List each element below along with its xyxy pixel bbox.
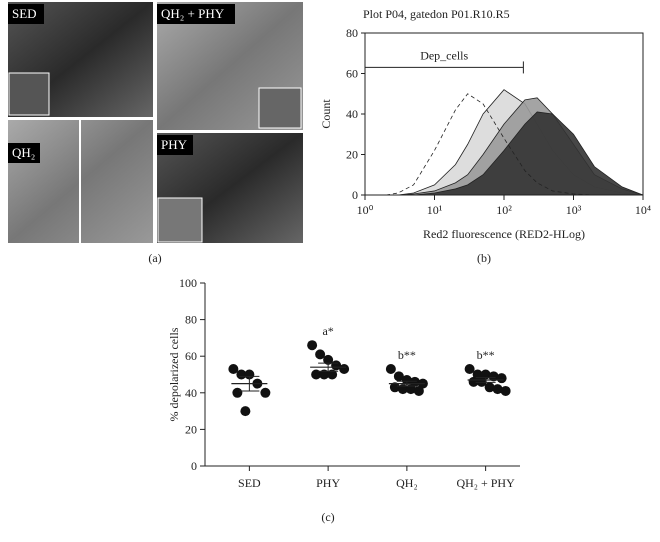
data-point: [476, 376, 487, 387]
x-tick-label: SED: [238, 476, 261, 490]
panel-label: (b): [477, 251, 491, 265]
data-point: [484, 382, 495, 393]
label-bg: [157, 4, 235, 24]
data-point: [323, 354, 334, 365]
data-point: [492, 384, 503, 395]
data-point: [260, 387, 271, 398]
y-axis-label: % depolarized cells: [167, 327, 181, 421]
data-point: [413, 385, 424, 396]
x-tick-label: PHY: [316, 476, 340, 490]
data-point: [401, 374, 412, 385]
y-tick-label: 20: [185, 422, 197, 436]
y-tick-label: 60: [346, 67, 358, 81]
significance-label: b**: [398, 348, 416, 362]
x-tick-label: QH₂: [396, 476, 418, 490]
label-bg: [157, 135, 193, 155]
y-tick-label: 100: [179, 276, 197, 290]
y-axis-label: Count: [319, 99, 333, 129]
data-point: [315, 349, 326, 360]
micrographs: SED QH₂ + PHY QH₂ PHY: [8, 2, 303, 243]
data-point: [468, 376, 479, 387]
data-point: [488, 371, 499, 382]
data-point: [385, 364, 396, 375]
y-tick-label: 20: [346, 148, 358, 162]
data-point: [496, 373, 507, 384]
inset: [157, 197, 203, 243]
data-point: [405, 384, 416, 395]
chart-title: Plot P04, gatedon P01.R10.R5: [363, 7, 510, 21]
x-axis-label: Red2 fluorescence (RED2-HLog): [423, 227, 585, 241]
data-point: [472, 369, 483, 380]
y-tick-label: 0: [191, 459, 197, 473]
y-tick-label: 40: [346, 107, 358, 121]
data-point: [240, 406, 251, 417]
data-point: [232, 387, 243, 398]
significance-label: b**: [477, 348, 495, 362]
y-tick-label: 40: [185, 386, 197, 400]
data-point: [307, 340, 318, 351]
label-bg: [8, 143, 40, 163]
data-point: [228, 364, 239, 375]
y-tick-label: 80: [185, 313, 197, 327]
y-tick-label: 80: [346, 26, 358, 40]
image-label: SED: [12, 6, 37, 21]
data-point: [327, 369, 338, 380]
x-tick-label: 10⁰: [357, 203, 374, 217]
gate-label: Dep_cells: [420, 48, 468, 62]
data-point: [319, 369, 330, 380]
data-point: [339, 364, 350, 375]
data-point: [393, 371, 404, 382]
panel-label: (a): [148, 251, 161, 265]
x-tick-label: 10⁴: [635, 203, 651, 217]
x-tick-label: 10¹: [427, 203, 443, 217]
histogram-curve: [365, 93, 643, 196]
significance-label: a*: [322, 324, 333, 338]
y-tick-label: 0: [352, 188, 358, 202]
data-point: [236, 369, 247, 380]
data-point: [244, 369, 255, 380]
data-point: [397, 384, 408, 395]
x-tick-label: 10³: [566, 203, 582, 217]
data-point: [389, 382, 400, 393]
data-point: [409, 376, 420, 387]
data-point: [311, 369, 322, 380]
data-point: [480, 369, 491, 380]
inset: [258, 87, 302, 129]
x-tick-label: 10²: [496, 203, 512, 217]
image-label: PHY: [161, 137, 188, 152]
data-point: [464, 364, 475, 375]
image-label: QH₂ + PHY: [161, 6, 225, 21]
inset: [8, 72, 50, 116]
x-tick-label: QH₂ + PHY: [456, 476, 515, 490]
y-tick-label: 60: [185, 349, 197, 363]
label-bg: [8, 4, 44, 24]
image-label: QH₂: [12, 145, 35, 160]
data-point: [500, 385, 511, 396]
panel-label: (c): [321, 510, 334, 524]
